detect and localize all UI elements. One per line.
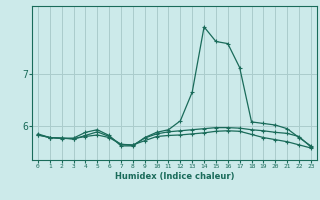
X-axis label: Humidex (Indice chaleur): Humidex (Indice chaleur) — [115, 172, 234, 181]
